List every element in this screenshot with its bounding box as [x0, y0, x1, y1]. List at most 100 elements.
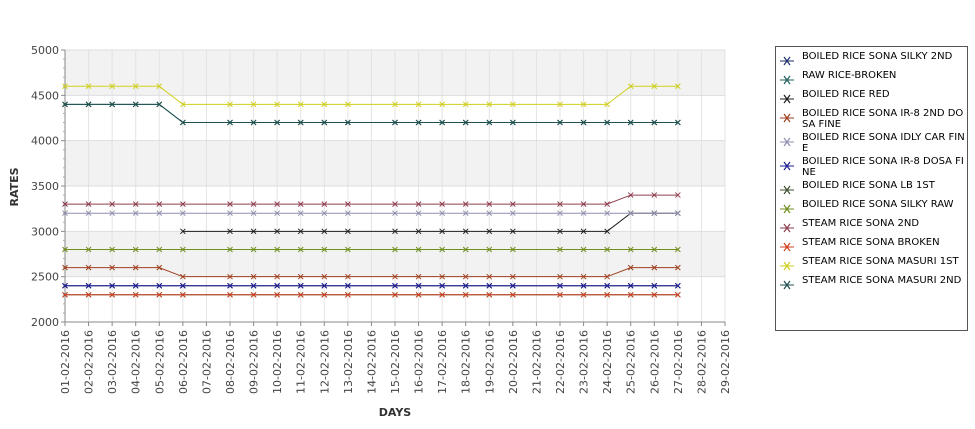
data-point — [439, 119, 445, 126]
data-point — [62, 291, 68, 298]
data-point — [274, 246, 280, 253]
data-point — [85, 201, 92, 207]
data-point — [651, 264, 658, 271]
data-point — [392, 119, 398, 126]
series-line — [65, 103, 678, 124]
data-point — [462, 201, 469, 207]
data-point — [627, 264, 634, 271]
legend-marker-icon — [780, 137, 794, 147]
data-point — [321, 201, 328, 207]
legend-label: STEAM RICE SONA MASURI 2ND — [802, 275, 962, 286]
data-point — [132, 210, 139, 217]
data-point — [250, 210, 257, 217]
data-point — [415, 228, 422, 235]
data-point — [392, 210, 398, 217]
data-point — [345, 119, 351, 126]
data-point — [297, 201, 304, 207]
x-tick-label: 21-02-2016 — [530, 330, 543, 394]
legend-label: BOILED RICE SONA LB 1ST — [802, 180, 935, 191]
data-point — [580, 201, 587, 207]
x-tick-label: 06-02-2016 — [177, 330, 190, 394]
data-point — [321, 101, 328, 108]
data-point — [109, 291, 115, 298]
data-point — [227, 201, 233, 207]
legend-marker-icon — [780, 280, 794, 290]
data-point — [109, 201, 115, 207]
data-point — [557, 282, 563, 289]
legend-marker-icon — [780, 113, 794, 123]
data-point — [180, 273, 186, 280]
data-point — [675, 192, 681, 198]
data-point — [132, 201, 139, 207]
data-point — [675, 282, 681, 289]
data-point — [180, 210, 186, 217]
data-point — [109, 83, 115, 90]
legend-label: BOILED RICE RED — [802, 89, 890, 100]
data-point — [85, 210, 92, 217]
data-point — [580, 228, 587, 235]
series — [62, 291, 681, 298]
data-point — [627, 192, 634, 198]
y-axis-ticks: 2000 2500 3000 3500 4000 4500 5000 — [31, 44, 65, 329]
data-point — [557, 201, 563, 207]
data-point — [651, 282, 658, 289]
x-tick-label: 24-02-2016 — [601, 330, 614, 394]
data-point — [557, 119, 563, 126]
legend-item: BOILED RICE SONA IDLY CAR FINE — [780, 132, 965, 154]
data-point — [227, 291, 233, 298]
data-point — [297, 119, 304, 126]
data-point — [109, 101, 115, 108]
data-point — [180, 291, 186, 298]
data-point — [627, 83, 634, 90]
data-point — [297, 273, 304, 280]
data-point — [62, 246, 68, 253]
data-point — [156, 246, 163, 253]
x-tick-label: 25-02-2016 — [625, 330, 638, 394]
data-point — [557, 210, 563, 217]
series-lines — [62, 83, 681, 298]
data-point — [486, 101, 493, 108]
legend-marker-icon — [780, 185, 794, 195]
data-point — [297, 210, 304, 217]
data-point — [392, 101, 398, 108]
legend-item: STEAM RICE SONA 2ND — [780, 218, 965, 235]
data-point — [250, 246, 257, 253]
data-point — [557, 291, 563, 298]
data-point — [510, 101, 516, 108]
data-point — [415, 273, 422, 280]
data-point — [227, 273, 233, 280]
legend-label: BOILED RICE SONA IR-8 DOSA FINE — [802, 156, 964, 178]
data-point — [486, 282, 493, 289]
data-point — [274, 201, 280, 207]
data-point — [297, 246, 304, 253]
data-point — [156, 264, 163, 271]
x-tick-label: 19-02-2016 — [483, 330, 496, 394]
data-point — [651, 192, 658, 198]
data-point — [227, 246, 233, 253]
data-point — [62, 264, 68, 271]
data-point — [439, 101, 445, 108]
x-tick-label: 29-02-2016 — [719, 330, 732, 394]
x-tick-label: 08-02-2016 — [224, 330, 237, 394]
x-tick-label: 10-02-2016 — [271, 330, 284, 394]
data-point — [415, 101, 422, 108]
data-point — [132, 246, 139, 253]
series — [62, 83, 681, 108]
data-point — [415, 291, 422, 298]
data-point — [439, 282, 445, 289]
data-point — [651, 210, 658, 217]
y-axis-title: RATES — [8, 167, 21, 206]
legend-item: STEAM RICE SONA BROKEN — [780, 237, 965, 254]
data-point — [462, 246, 469, 253]
legend-item: BOILED RICE RED — [780, 89, 965, 106]
data-point — [675, 83, 681, 90]
legend-item: STEAM RICE SONA MASURI 2ND — [780, 275, 965, 292]
data-point — [439, 273, 445, 280]
data-point — [510, 291, 516, 298]
legend-label: BOILED RICE SONA IDLY CAR FINE — [802, 132, 965, 154]
x-axis-title: DAYS — [379, 406, 412, 419]
data-point — [321, 210, 328, 217]
data-point — [486, 119, 493, 126]
x-tick-label: 01-02-2016 — [59, 330, 72, 394]
legend-label: BOILED RICE SONA SILKY RAW — [802, 199, 954, 210]
